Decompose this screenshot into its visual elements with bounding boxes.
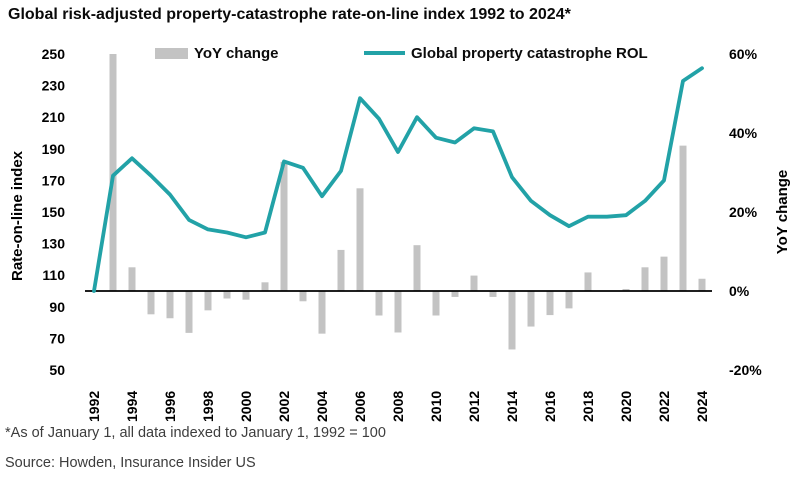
yoy-bar-2010 xyxy=(432,291,440,316)
yoy-bar-2018 xyxy=(584,272,592,291)
x-axis-tick-2008: 2008 xyxy=(390,391,406,422)
chart-footnote: *As of January 1, all data indexed to Ja… xyxy=(5,425,386,441)
x-axis-tick-1992: 1992 xyxy=(86,391,102,422)
yoy-bar-2012 xyxy=(470,275,478,291)
x-axis-tick-1996: 1996 xyxy=(162,391,178,422)
yoy-bar-2005 xyxy=(337,249,345,291)
yoy-bar-2011 xyxy=(451,291,459,297)
left-axis-tick-170: 170 xyxy=(42,172,66,188)
x-axis-tick-2024: 2024 xyxy=(694,391,710,422)
left-axis-tick-70: 70 xyxy=(49,330,65,346)
yoy-bar-1995 xyxy=(147,291,155,315)
yoy-bar-2002 xyxy=(280,161,288,291)
yoy-bar-1997 xyxy=(185,291,193,333)
yoy-bar-2003 xyxy=(299,291,307,302)
left-axis-tick-90: 90 xyxy=(49,299,65,315)
right-axis-title: YoY change xyxy=(774,170,791,254)
yoy-bar-2001 xyxy=(261,282,269,291)
yoy-bar-1993 xyxy=(109,54,117,291)
yoy-bar-2013 xyxy=(489,291,497,297)
legend-entry-rol-line: Global property catastrophe ROL xyxy=(364,44,648,62)
yoy-bar-2023 xyxy=(679,145,687,291)
rol-line-legend-swatch-icon xyxy=(364,51,405,55)
x-axis-tick-2010: 2010 xyxy=(428,391,444,422)
yoy-bar-2006 xyxy=(356,188,364,291)
yoy-bar-2009 xyxy=(413,245,421,291)
x-axis-tick-2002: 2002 xyxy=(276,391,292,422)
x-axis-tick-2014: 2014 xyxy=(504,391,520,422)
x-axis-tick-2000: 2000 xyxy=(238,391,254,422)
x-axis-tick-2020: 2020 xyxy=(618,391,634,422)
right-axis-tick-20: 20% xyxy=(729,204,758,220)
x-axis-tick-2022: 2022 xyxy=(656,391,672,422)
yoy-bar-1996 xyxy=(166,291,174,319)
yoy-bar-2016 xyxy=(546,291,554,316)
left-axis-title: Rate-on-line index xyxy=(9,150,26,281)
left-axis-tick-130: 130 xyxy=(42,236,66,252)
right-axis-tick--20: -20% xyxy=(729,362,762,378)
yoy-bar-2021 xyxy=(641,267,649,291)
yoy-bar-2004 xyxy=(318,291,326,334)
x-axis-tick-1998: 1998 xyxy=(200,391,216,422)
left-axis-tick-110: 110 xyxy=(42,267,65,283)
yoy-bar-1999 xyxy=(223,291,231,299)
left-axis-tick-230: 230 xyxy=(42,78,66,94)
yoy-bar-2014 xyxy=(508,291,516,350)
x-axis-tick-2012: 2012 xyxy=(466,391,482,422)
x-axis-tick-1994: 1994 xyxy=(124,391,140,422)
left-axis-tick-50: 50 xyxy=(49,362,65,378)
right-axis-tick-0: 0% xyxy=(729,283,750,299)
yoy-bar-2008 xyxy=(394,291,402,333)
x-axis-tick-2004: 2004 xyxy=(314,391,330,422)
x-axis-tick-2006: 2006 xyxy=(352,391,368,422)
chart-source: Source: Howden, Insurance Insider US xyxy=(5,455,256,471)
rol-legend-label: Global property catastrophe ROL xyxy=(411,44,648,62)
left-axis-tick-210: 210 xyxy=(42,109,66,125)
legend-entry-yoy-change: YoY change xyxy=(155,44,278,62)
left-axis-tick-150: 150 xyxy=(42,204,66,220)
yoy-bar-2022 xyxy=(660,256,668,291)
right-axis-tick-40: 40% xyxy=(729,125,758,141)
yoy-bar-legend-swatch-icon xyxy=(155,47,188,59)
right-axis-tick-60: 60% xyxy=(729,46,758,62)
left-axis-tick-190: 190 xyxy=(42,141,66,157)
rol-line xyxy=(92,66,704,293)
yoy-legend-label: YoY change xyxy=(194,44,279,62)
yoy-bar-2024 xyxy=(698,278,706,291)
x-axis-tick-2016: 2016 xyxy=(542,391,558,422)
yoy-bar-2007 xyxy=(375,291,383,316)
yoy-bar-1994 xyxy=(128,267,136,291)
yoy-bar-1998 xyxy=(204,291,212,311)
yoy-bar-2000 xyxy=(242,291,250,300)
yoy-bar-2020 xyxy=(622,289,630,291)
x-axis-tick-2018: 2018 xyxy=(580,391,596,422)
yoy-bar-2017 xyxy=(565,291,573,309)
chart-title: Global risk-adjusted property-catastroph… xyxy=(8,6,571,23)
left-axis-tick-250: 250 xyxy=(42,46,66,62)
yoy-bar-2015 xyxy=(527,291,535,327)
